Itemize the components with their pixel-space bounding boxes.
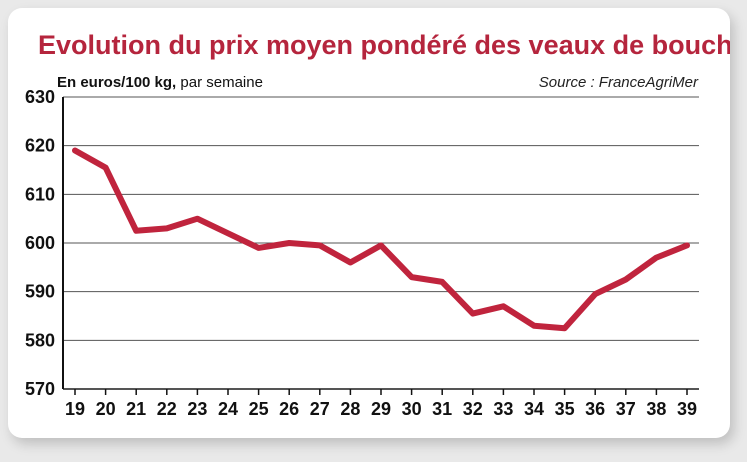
y-tick-label: 590: [25, 282, 55, 302]
y-tick-label: 620: [25, 136, 55, 156]
x-tick-label: 24: [218, 399, 238, 419]
y-tick-label: 630: [25, 87, 55, 107]
chart-title: Evolution du prix moyen pondéré des veau…: [38, 30, 730, 60]
data-point: [440, 280, 444, 284]
data-point: [226, 231, 230, 235]
x-tick-label: 32: [463, 399, 483, 419]
x-tick-label: 21: [126, 399, 146, 419]
data-point: [379, 243, 383, 247]
data-point: [471, 312, 475, 316]
data-point: [73, 149, 77, 153]
data-point: [624, 278, 628, 281]
x-tick-label: 29: [371, 399, 391, 419]
x-tick-label: 31: [432, 399, 452, 419]
x-tick-label: 23: [187, 399, 207, 419]
x-tick-label: 30: [402, 399, 422, 419]
x-tick-label: 34: [524, 399, 544, 419]
data-point: [104, 166, 108, 170]
data-point: [563, 326, 567, 330]
unit-label: En euros/100 kg, par semaine: [57, 74, 263, 91]
line-chart: Evolution du prix moyen pondéré des veau…: [25, 30, 730, 419]
unit-label-suffix: par semaine: [176, 74, 263, 91]
series-group: [72, 147, 690, 332]
x-tick-label: 27: [310, 399, 330, 419]
y-tick-label: 600: [25, 233, 55, 253]
chart-card: Evolution du prix moyen pondéré des veau…: [8, 8, 730, 438]
y-tick-label: 580: [25, 330, 55, 350]
x-tick-label: 25: [249, 399, 269, 419]
x-tick-label: 28: [340, 399, 360, 419]
unit-label-bold: En euros/100 kg,: [57, 74, 176, 91]
data-point: [685, 243, 689, 247]
source-label: Source : FranceAgriMer: [539, 74, 699, 91]
x-tick-label: 39: [677, 399, 697, 419]
x-tick-label: 35: [555, 399, 575, 419]
x-tick-label: 26: [279, 399, 299, 419]
series-line: [72, 147, 690, 332]
data-point: [501, 304, 505, 308]
data-point: [134, 229, 138, 233]
data-point: [654, 256, 658, 260]
data-point: [257, 246, 261, 250]
x-tick-label: 20: [96, 399, 116, 419]
x-tick-label: 37: [616, 399, 636, 419]
data-point: [287, 241, 291, 245]
y-tick-label: 610: [25, 184, 55, 204]
x-axis-ticks: 19 20 21 22 23 24 25 26 27 28 29 30 31 32 33 34 35 36 37 38…: [65, 389, 697, 419]
x-tick-label: 19: [65, 399, 85, 419]
data-point: [195, 217, 199, 221]
x-tick-label: 38: [646, 399, 666, 419]
x-tick-label: 33: [493, 399, 513, 419]
data-point: [318, 243, 322, 247]
data-point: [410, 275, 414, 279]
data-point: [348, 260, 352, 264]
y-axis-ticks: 570 580 590 600 610 620 630: [25, 87, 55, 399]
data-point: [532, 324, 536, 328]
data-point: [165, 226, 169, 230]
data-point: [593, 292, 597, 296]
y-tick-label: 570: [25, 379, 55, 399]
x-tick-label: 36: [585, 399, 605, 419]
x-tick-label: 22: [157, 399, 177, 419]
